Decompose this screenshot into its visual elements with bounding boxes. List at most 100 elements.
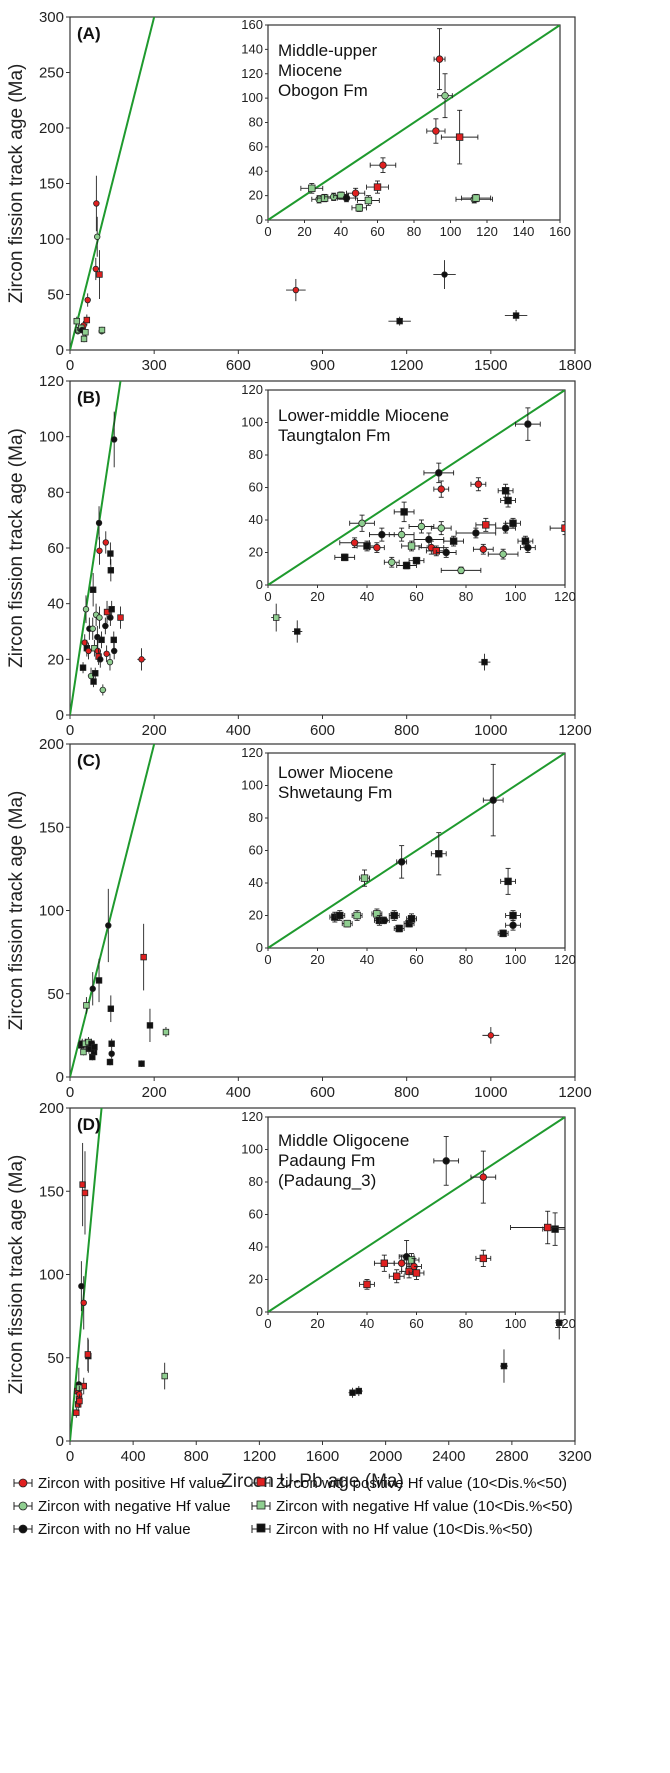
point-marker — [379, 161, 387, 169]
inset-data-point — [388, 527, 415, 542]
data-point — [107, 559, 115, 582]
x-tick-label: 800 — [184, 1448, 209, 1465]
legend-item-posd: Zircon with positive Hf value (10<Dis.%<… — [251, 1475, 567, 1492]
data-point — [110, 411, 118, 468]
data-point — [96, 536, 103, 565]
point-marker — [407, 915, 416, 923]
point-marker — [84, 1351, 92, 1358]
point-marker — [80, 1048, 87, 1056]
inset-data-point — [470, 477, 487, 492]
point-marker — [489, 796, 497, 804]
data-point — [96, 250, 103, 299]
data-point — [140, 923, 147, 991]
plot-area — [70, 1108, 564, 1441]
inset-data-point — [433, 480, 450, 498]
x-tick-label: 400 — [226, 722, 251, 739]
y-tick-label: 0 — [56, 1069, 64, 1086]
inset-y-tick-label: 0 — [256, 212, 263, 227]
inset-x-tick-label: 0 — [264, 952, 271, 967]
point-marker — [93, 200, 100, 207]
inset-data-point — [440, 109, 479, 165]
y-axis-label: Zircon fission track age (Ma) — [6, 64, 27, 304]
legend-item-neg: Zircon with negative Hf value — [13, 1498, 231, 1515]
data-point — [478, 653, 491, 671]
inset-y-tick-label: 100 — [241, 90, 263, 105]
point-marker — [102, 539, 109, 546]
one-to-one-line — [70, 1108, 103, 1441]
y-tick-label: 0 — [56, 342, 64, 359]
point-marker — [92, 265, 100, 273]
inset-plot: 0 20 40 60 80 100 120 0 20 40 60 80 100 120 Lower Mioc… — [241, 745, 576, 967]
legend-item-nod: Zircon with no Hf value (10<Dis.%<50) — [251, 1521, 533, 1538]
point-marker — [355, 1387, 362, 1395]
point-marker — [73, 1409, 80, 1416]
y-axis-label: Zircon fission track age (Ma) — [6, 428, 27, 668]
inset-one-to-one-line — [268, 753, 565, 948]
point-marker — [95, 519, 103, 527]
point-marker — [455, 133, 464, 141]
data-point — [79, 662, 87, 674]
point-marker — [437, 524, 445, 532]
y-tick-label: 200 — [39, 1100, 64, 1117]
data-point — [80, 335, 88, 343]
data-point — [89, 617, 96, 640]
inset-y-tick-label: 160 — [241, 17, 263, 32]
inset-area — [268, 753, 565, 948]
point-marker — [417, 522, 426, 531]
inset-annotation: Lower-middle Miocene — [278, 406, 449, 425]
point-marker — [308, 184, 316, 193]
inset-y-tick-label: 40 — [249, 875, 263, 890]
point-marker — [509, 519, 517, 527]
point-marker — [501, 524, 510, 532]
inset-data-point — [437, 73, 453, 119]
y-axis-label: Zircon fission track age (Ma) — [6, 1155, 27, 1395]
inset-area — [268, 1117, 565, 1312]
point-marker — [85, 647, 92, 655]
point-marker — [351, 189, 360, 197]
inset-data-point — [351, 203, 367, 212]
point-marker — [343, 919, 351, 928]
point-marker — [89, 586, 97, 593]
data-point — [98, 631, 105, 649]
data-point — [482, 1027, 500, 1044]
y-tick-label: 50 — [47, 986, 64, 1003]
y-tick-label: 0 — [56, 1433, 64, 1450]
inset-data-point — [336, 193, 357, 203]
inset-data-point — [500, 493, 516, 508]
point-marker — [103, 650, 110, 657]
inset-x-tick-label: 80 — [407, 224, 421, 239]
inset-data-point — [433, 1136, 460, 1186]
point-marker — [432, 127, 440, 135]
point-marker — [482, 521, 490, 529]
inset-data-point — [346, 187, 366, 199]
point-marker — [76, 1397, 83, 1405]
point-marker — [402, 561, 411, 570]
inset-data-point — [334, 910, 346, 921]
inset-data-point — [401, 540, 422, 552]
y-tick-label: 80 — [47, 484, 64, 501]
data-point — [91, 1042, 98, 1053]
data-point — [89, 573, 97, 607]
y-tick-label: 300 — [39, 9, 64, 26]
inset-data-point — [359, 869, 370, 887]
point-marker — [161, 1372, 168, 1380]
y-tick-label: 40 — [47, 596, 64, 613]
point-marker — [407, 542, 416, 550]
inset-y-tick-label: 40 — [249, 163, 263, 178]
inset-data-point — [396, 845, 408, 879]
point-marker — [84, 296, 91, 304]
data-point — [99, 684, 107, 696]
data-point — [98, 326, 106, 334]
point-marker — [95, 977, 103, 984]
point-marker — [457, 566, 465, 575]
point-marker — [360, 874, 369, 882]
inset-data-point — [426, 118, 446, 144]
inset-x-tick-label: 160 — [549, 224, 571, 239]
point-marker — [80, 1299, 87, 1307]
point-marker — [83, 316, 91, 324]
point-marker — [509, 921, 517, 929]
inset-data-point — [393, 501, 415, 523]
point-marker — [499, 929, 507, 938]
point-marker — [500, 1362, 508, 1370]
data-point — [103, 645, 110, 663]
